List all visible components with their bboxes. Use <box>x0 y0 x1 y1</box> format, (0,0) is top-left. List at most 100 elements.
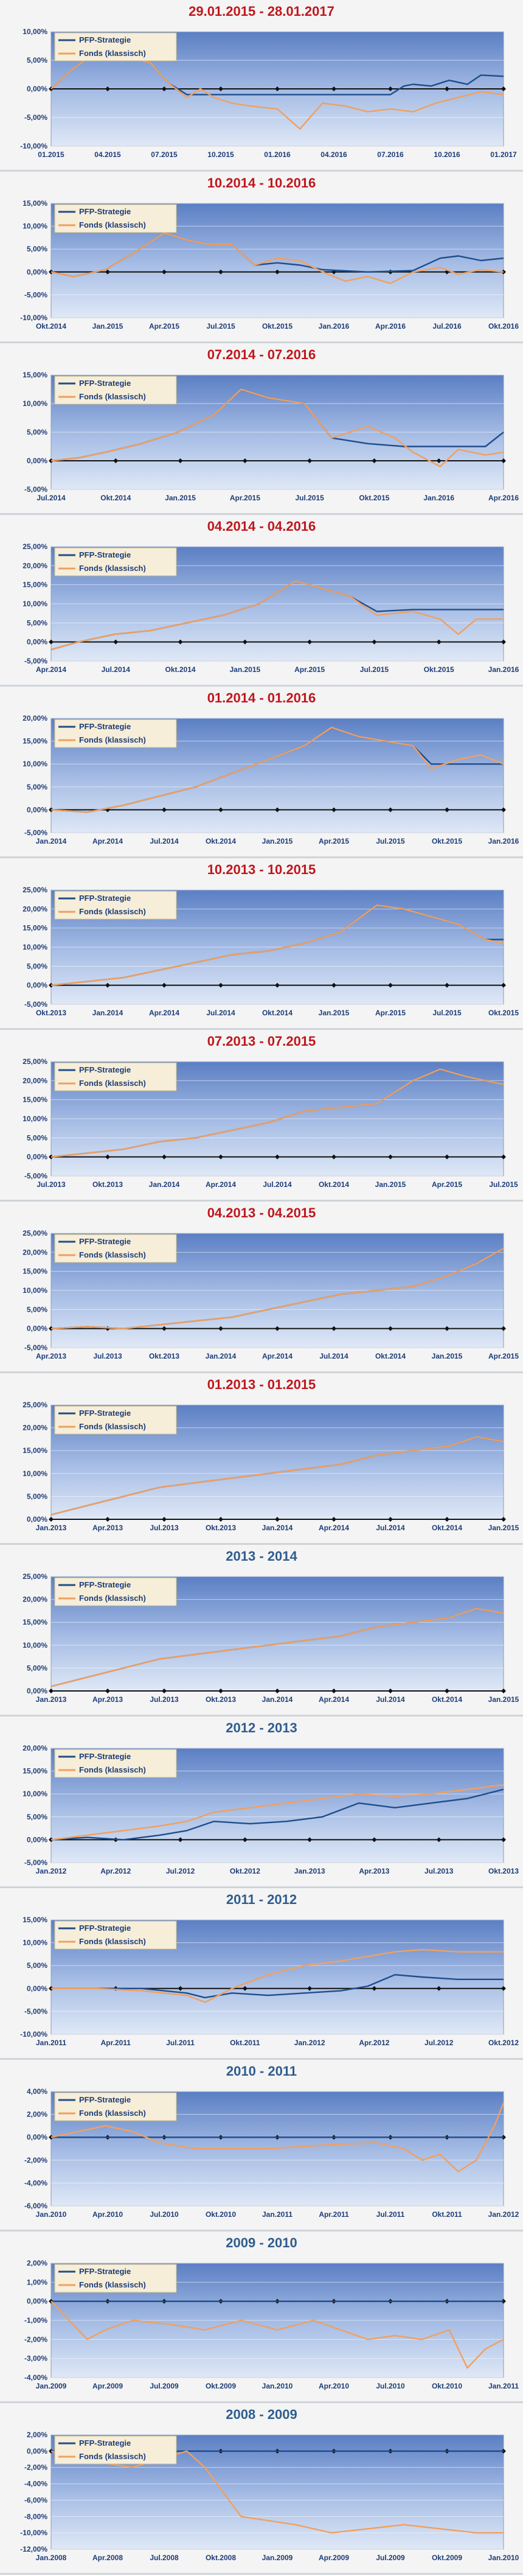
legend-box <box>54 719 177 748</box>
y-tick-label: 15,00% <box>23 199 47 208</box>
legend: PFP-Strategie Fonds (klassisch) <box>54 2435 177 2465</box>
x-tick-label: Jan.2013 <box>294 1867 325 1875</box>
axis-marker <box>242 1837 248 1843</box>
y-tick-label: -5,00% <box>24 1000 47 1009</box>
y-tick-label: 15,00% <box>23 924 47 933</box>
legend-box <box>54 2435 177 2465</box>
x-tick-label: Apr.2014 <box>262 1352 293 1360</box>
axis-marker <box>501 807 506 813</box>
axis-marker <box>218 1326 223 1331</box>
axis-marker <box>275 1326 280 1331</box>
x-tick-label: Jan.2015 <box>165 494 196 502</box>
y-tick-label: -5,00% <box>24 485 47 494</box>
axis-marker <box>388 1689 393 1693</box>
series-line-fonds-klassisch <box>50 2300 504 2369</box>
x-tick-label: Jul.2014 <box>36 494 66 502</box>
axis-marker <box>49 1517 54 1522</box>
y-tick-label: 2,00% <box>27 2431 47 2439</box>
y-tick-label: 0,00% <box>27 2447 47 2455</box>
axis-marker <box>501 1986 506 1991</box>
x-tick-label: 04.2016 <box>320 150 347 159</box>
axis-marker <box>331 807 336 813</box>
legend-box <box>54 2264 177 2293</box>
axis-marker <box>49 1689 54 1693</box>
axis-marker <box>388 1517 393 1522</box>
axis-marker <box>372 458 377 463</box>
y-tick-label: -10,00% <box>20 2030 47 2039</box>
x-tick-label: Okt.2014 <box>36 322 66 331</box>
y-tick-label: 5,00% <box>27 245 47 253</box>
x-tick-label: Jul.2016 <box>432 322 462 331</box>
chart-title: 04.2013 - 04.2015 <box>207 1205 316 1220</box>
y-tick-label: 20,00% <box>23 561 47 570</box>
chart-panel: 2012 - 2013 20,00% 15,00% 10,00% 5,00% 0,00% -… <box>0 1717 523 1888</box>
y-tick-label: 25,00% <box>23 1057 47 1066</box>
axis-marker <box>372 1986 377 1991</box>
panel-separator <box>0 1543 523 1545</box>
axis-marker <box>436 1837 442 1843</box>
x-tick-label: Jul.2015 <box>376 837 405 845</box>
axis-marker <box>218 86 223 91</box>
x-tick-label: 10.2015 <box>207 150 234 159</box>
legend-label-fonds-klassisch: Fonds (klassisch) <box>79 220 146 229</box>
y-tick-label: -10,00% <box>20 313 47 322</box>
y-tick-label: -2,00% <box>24 2335 47 2343</box>
y-tick-label: 10,00% <box>23 27 47 36</box>
axis-marker <box>501 1689 506 1693</box>
legend-label-fonds-klassisch: Fonds (klassisch) <box>79 2280 146 2289</box>
series-line-pfp-strategie <box>51 1973 504 1999</box>
legend-label-fonds-klassisch: Fonds (klassisch) <box>79 1422 146 1431</box>
axis-marker <box>436 458 442 463</box>
x-tick-label: Okt.2010 <box>432 2382 462 2390</box>
axis-marker <box>307 1837 313 1843</box>
x-tick-label: Jan.2015 <box>488 1695 519 1704</box>
x-tick-label: Jan.2015 <box>319 1009 350 1017</box>
legend-label-fonds-klassisch: Fonds (klassisch) <box>79 392 146 401</box>
y-tick-label: 20,00% <box>23 1424 47 1432</box>
x-tick-label: Okt.2011 <box>432 2210 462 2219</box>
axis-marker <box>105 982 110 988</box>
axis-marker <box>388 982 393 988</box>
x-tick-label: Apr.2016 <box>488 494 519 502</box>
x-tick-label: Apr.2014 <box>206 1180 236 1189</box>
chart-panel: 07.2014 - 07.2016 15,00% 10,00% 5,00% 0,00% -… <box>0 343 523 515</box>
legend-label-pfp-strategie: PFP-Strategie <box>79 2267 131 2276</box>
chart-title: 10.2014 - 10.2016 <box>207 175 316 191</box>
y-tick-label: 15,00% <box>23 1916 47 1924</box>
y-tick-label: 25,00% <box>23 886 47 894</box>
legend-box <box>54 1749 177 1778</box>
x-tick-label: Jul.2012 <box>166 1867 195 1875</box>
panel-separator <box>0 1200 523 1202</box>
y-tick-label: -5,00% <box>24 657 47 665</box>
x-tick-label: Jul.2012 <box>424 2039 454 2047</box>
axis-marker <box>105 1689 110 1693</box>
axis-marker <box>162 1326 167 1331</box>
x-tick-label: Jan.2014 <box>149 1180 180 1189</box>
x-tick-label: Okt.2015 <box>424 665 454 674</box>
y-tick-label: -2,00% <box>24 2463 47 2472</box>
y-tick-label: 4,00% <box>27 2087 47 2096</box>
x-tick-label: Apr.2013 <box>36 1352 66 1360</box>
axis-marker <box>445 982 449 988</box>
legend-label-pfp-strategie: PFP-Strategie <box>79 722 131 731</box>
axis-marker <box>445 269 449 275</box>
x-tick-label: Jul.2009 <box>376 2553 405 2562</box>
legend: PFP-Strategie Fonds (klassisch) <box>54 1749 177 1778</box>
x-tick-label: Okt.2015 <box>432 837 462 845</box>
x-tick-label: Jan.2016 <box>423 494 454 502</box>
x-tick-label: Jan.2015 <box>229 665 260 674</box>
y-tick-label: 0,00% <box>27 268 47 276</box>
legend-label-pfp-strategie: PFP-Strategie <box>79 1409 131 1418</box>
x-tick-label: Jul.2013 <box>150 1524 179 1532</box>
x-tick-label: Apr.2011 <box>101 2039 131 2047</box>
chart-panel: 04.2014 - 04.2016 25,00% 20,00% 15,00% 10,00… <box>0 515 523 687</box>
legend-label-pfp-strategie: PFP-Strategie <box>79 35 131 44</box>
panel-separator <box>0 2573 523 2575</box>
axis-marker <box>331 1154 336 1160</box>
x-tick-label: Jul.2013 <box>93 1352 122 1360</box>
axis-marker <box>275 1517 280 1522</box>
x-tick-label: Jul.2014 <box>319 1352 348 1360</box>
x-tick-label: Jul.2015 <box>206 322 235 331</box>
axis-marker <box>162 1517 167 1522</box>
x-tick-label: Jul.2014 <box>206 1009 235 1017</box>
